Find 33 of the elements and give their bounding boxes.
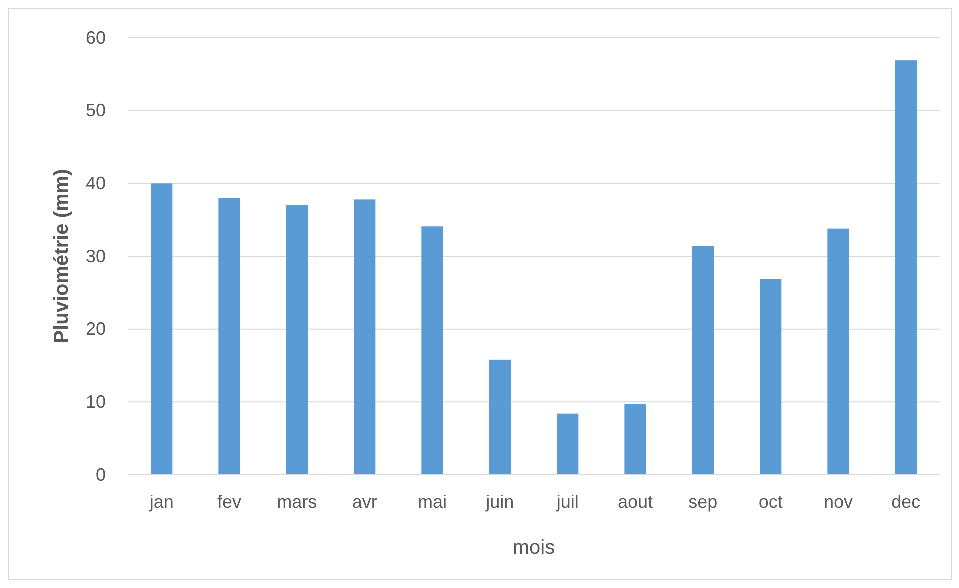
x-tick-label: nov [824, 492, 854, 512]
bar [557, 414, 579, 475]
y-tick-label: 50 [86, 100, 106, 121]
x-tick-label: avr [352, 492, 378, 512]
bar [151, 184, 173, 475]
x-axis-title: mois [512, 537, 556, 559]
y-tick-label: 40 [86, 173, 106, 194]
y-axis-title: Pluviométrie (mm) [51, 169, 73, 344]
bar [218, 198, 240, 475]
bar [895, 60, 917, 475]
y-tick-label: 60 [86, 28, 106, 48]
bar [692, 246, 714, 475]
x-tick-label: juin [485, 492, 514, 512]
bar [760, 279, 782, 475]
x-tick-label: juil [556, 492, 579, 512]
x-tick-label: sep [688, 492, 718, 512]
x-tick-label: jan [148, 492, 174, 512]
x-tick-label: mars [277, 492, 318, 512]
x-tick-label: dec [892, 492, 921, 512]
x-tick-label: fev [217, 492, 242, 512]
bar [354, 200, 376, 475]
x-tick-label: mai [418, 492, 448, 512]
bar [624, 404, 646, 475]
bar [489, 360, 511, 475]
x-tick-label: oct [758, 492, 783, 512]
y-tick-label: 30 [86, 246, 106, 266]
y-tick-label: 0 [96, 464, 106, 485]
y-tick-label: 10 [86, 392, 106, 412]
bar [422, 226, 444, 475]
x-tick-label: aout [618, 492, 654, 512]
bar [828, 228, 850, 475]
bar [286, 206, 308, 475]
y-tick-label: 20 [86, 319, 106, 340]
